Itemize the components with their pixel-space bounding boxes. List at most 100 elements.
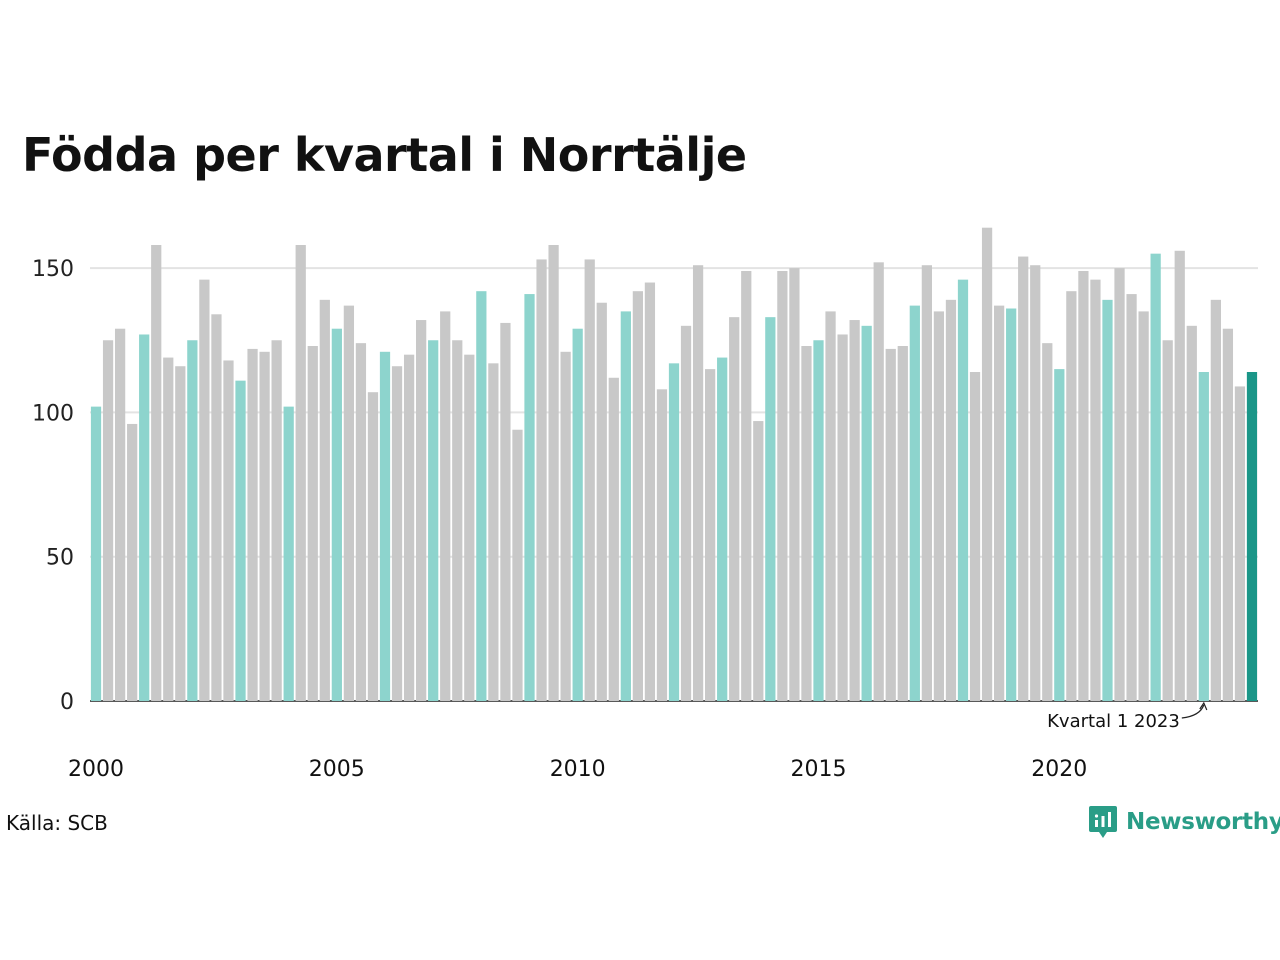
bar — [512, 429, 523, 701]
bar — [90, 406, 102, 701]
bar — [825, 311, 836, 701]
bar — [355, 343, 367, 701]
bar — [608, 377, 619, 701]
x-axis-ticks: 2000 2005 2010 2015 2020 — [68, 757, 1087, 782]
bar — [307, 346, 318, 701]
bar — [548, 245, 559, 701]
bar — [1234, 386, 1246, 701]
bar — [933, 311, 945, 701]
bar — [705, 369, 716, 701]
bar — [114, 328, 126, 701]
bar — [909, 305, 920, 701]
bar — [1114, 268, 1125, 701]
bar — [476, 291, 487, 701]
bar — [1162, 340, 1173, 701]
y-tick-label: 50 — [46, 546, 74, 571]
bar — [440, 311, 451, 701]
bar — [1066, 291, 1077, 701]
bar — [765, 317, 776, 701]
bar — [801, 346, 812, 701]
bar — [247, 348, 258, 701]
y-axis-ticks: 0 50 100 150 — [32, 257, 74, 715]
bar — [464, 354, 475, 701]
bar — [692, 265, 704, 701]
bar — [873, 262, 884, 701]
bar — [175, 366, 186, 701]
bar — [1138, 311, 1149, 701]
bar — [163, 357, 174, 701]
x-tick-label: 2015 — [791, 757, 847, 782]
bar — [1186, 325, 1197, 701]
bar — [235, 380, 246, 701]
bar — [524, 294, 535, 701]
bar — [1102, 299, 1113, 701]
bar — [1150, 253, 1161, 702]
bar — [680, 325, 692, 701]
bar — [428, 340, 439, 701]
bar — [500, 322, 511, 701]
x-tick-label: 2005 — [309, 757, 365, 782]
bar — [1030, 265, 1041, 701]
bar — [102, 340, 114, 701]
bar — [1006, 308, 1017, 701]
bar — [139, 334, 150, 701]
bar — [343, 305, 355, 701]
bar — [969, 372, 981, 701]
newsworthy-logo-icon — [1089, 806, 1117, 838]
brand-logo: Newsworthy — [1088, 804, 1280, 840]
bar — [741, 270, 752, 701]
bar — [717, 357, 728, 701]
x-tick-label: 2010 — [550, 757, 606, 782]
annotation-arrow — [1181, 704, 1205, 719]
x-tick-label: 2020 — [1031, 757, 1087, 782]
bar — [957, 279, 969, 701]
bar — [536, 259, 547, 701]
bar — [367, 392, 379, 701]
bar — [319, 299, 330, 701]
bar — [1078, 270, 1089, 701]
bar — [271, 340, 282, 701]
annotation-arrowhead — [1199, 701, 1208, 711]
y-tick-label: 150 — [32, 257, 74, 282]
bar — [813, 340, 824, 701]
bars — [90, 227, 1258, 702]
bar — [1018, 256, 1029, 701]
bar — [331, 328, 342, 701]
bar — [379, 351, 391, 701]
source-note: Källa: SCB — [6, 811, 108, 835]
bar — [777, 270, 788, 701]
bar — [945, 299, 957, 701]
bar — [632, 291, 643, 701]
y-tick-label: 100 — [32, 401, 74, 426]
bar — [584, 259, 595, 701]
bar — [1174, 250, 1185, 701]
annotation-label: Kvartal 1 2023 — [1047, 711, 1180, 732]
bar — [596, 302, 607, 701]
annotation: Kvartal 1 2023 — [1047, 701, 1208, 732]
bar — [644, 282, 656, 701]
bar — [572, 328, 583, 701]
bar — [560, 351, 571, 701]
bar — [199, 279, 210, 701]
bar — [921, 265, 932, 701]
bar — [620, 311, 631, 701]
bar — [488, 363, 499, 701]
bar — [259, 351, 270, 701]
bar — [981, 227, 993, 701]
bar — [223, 360, 234, 701]
bar — [1210, 299, 1221, 701]
bar — [1198, 372, 1209, 701]
bar — [295, 245, 306, 701]
bar — [151, 245, 162, 701]
bar — [1042, 343, 1053, 701]
bar — [885, 348, 896, 701]
bar — [211, 314, 222, 701]
bar — [1090, 279, 1101, 701]
bar — [391, 366, 403, 701]
bar — [656, 389, 668, 701]
bar — [849, 320, 860, 701]
bar — [416, 320, 427, 701]
bar — [1222, 328, 1234, 701]
bar — [837, 334, 848, 701]
bar — [789, 268, 800, 701]
